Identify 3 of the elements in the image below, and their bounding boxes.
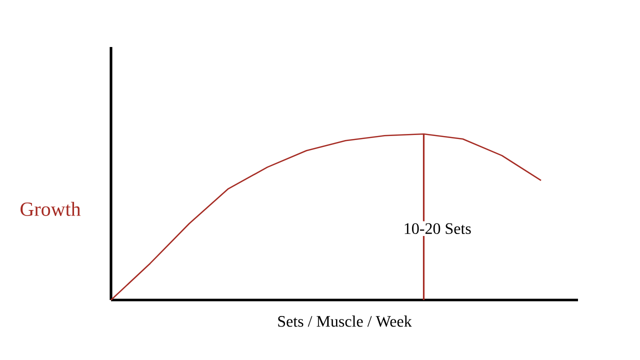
x-axis-title: Sets / Muscle / Week bbox=[278, 316, 412, 327]
annotation: 10-20 Sets bbox=[404, 223, 471, 234]
y-axis-title: Growth bbox=[20, 202, 81, 216]
